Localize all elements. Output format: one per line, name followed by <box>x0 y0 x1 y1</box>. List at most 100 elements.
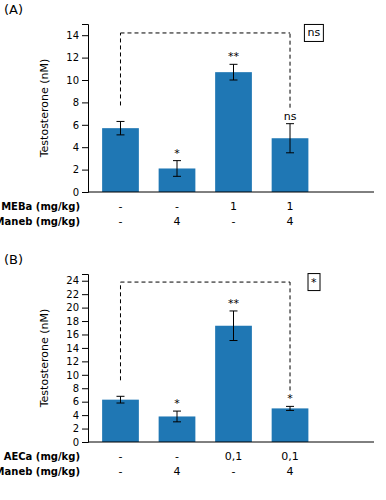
error-bar-stem <box>233 64 234 80</box>
bar <box>102 400 139 442</box>
error-bar-cap <box>116 121 124 122</box>
error-bar-cap <box>116 396 124 397</box>
y-tick-mark <box>82 35 88 36</box>
row-value: 0,1 <box>225 450 243 463</box>
y-tick: 18 <box>66 316 88 327</box>
y-tick: 6 <box>73 120 88 131</box>
error-bar-stem <box>177 161 178 177</box>
y-tick: 12 <box>66 356 88 367</box>
panel-title: (A) <box>4 2 23 17</box>
y-tick: 20 <box>66 302 88 313</box>
y-tick-label: 2 <box>73 423 79 434</box>
y-tick-label: 6 <box>73 396 79 407</box>
error-bar-cap <box>286 410 294 411</box>
y-tick-mark <box>82 170 88 171</box>
y-tick: 2 <box>73 423 88 434</box>
significance-label: * <box>174 397 180 410</box>
bracket-line <box>120 32 290 33</box>
y-tick-label: 12 <box>66 356 79 367</box>
error-bar <box>116 396 124 403</box>
bracket-label-frame <box>304 24 323 41</box>
row-value: 4 <box>287 215 294 228</box>
y-tick-mark <box>82 375 88 376</box>
y-axis-title: Testosterone (nM) <box>38 309 51 409</box>
error-bar-stem <box>120 396 121 403</box>
error-bar-stem <box>233 311 234 341</box>
bracket-label: * <box>311 276 317 289</box>
bracket-label-box: * <box>308 274 320 291</box>
row-value: 1 <box>230 200 237 213</box>
error-bar <box>116 121 124 134</box>
y-tick-mark <box>82 58 88 59</box>
row-value: - <box>175 450 179 463</box>
y-tick-mark <box>82 334 88 335</box>
significance-label: * <box>174 147 180 160</box>
row-header: AECa (mg/kg) <box>4 451 80 462</box>
marks <box>102 282 308 442</box>
y-tick-mark <box>82 294 88 295</box>
y-tick-label: 0 <box>73 187 79 198</box>
y-tick: 12 <box>66 52 88 63</box>
error-bar <box>230 64 238 80</box>
error-bar-cap <box>116 134 124 135</box>
y-tick-mark <box>82 429 88 430</box>
row-value: - <box>175 200 179 213</box>
panel: 02468101214Testosterone (nM)(A)***nsnsME… <box>0 2 374 228</box>
y-tick-label: 14 <box>66 30 79 41</box>
y-tick: 24 <box>66 275 88 286</box>
error-bar-cap <box>230 340 238 341</box>
bar <box>215 72 252 192</box>
error-bar-stem <box>290 124 291 153</box>
row-value: - <box>119 465 123 478</box>
y-tick: 22 <box>66 289 88 300</box>
bracket-leg <box>120 33 121 105</box>
chart: 02468101214Testosterone (nM)(A)***nsnsME… <box>0 0 386 500</box>
row-value: - <box>232 465 236 478</box>
y-tick-label: 20 <box>66 302 79 313</box>
y-tick: 14 <box>66 30 88 41</box>
row-value: - <box>119 450 123 463</box>
error-bar <box>173 411 181 422</box>
error-bar-cap <box>173 176 181 177</box>
row-header: Maneb (mg/kg) <box>0 466 80 477</box>
y-tick-label: 8 <box>73 97 79 108</box>
y-tick: 8 <box>73 383 88 394</box>
row-value: - <box>232 215 236 228</box>
panel: 024681012141618202224Testosterone (nM)(B… <box>0 252 374 478</box>
row-header: Maneb (mg/kg) <box>0 216 80 227</box>
y-axis-line <box>82 275 89 443</box>
y-tick-label: 14 <box>66 343 79 354</box>
error-bar-cap <box>286 406 294 407</box>
row-value: - <box>119 200 123 213</box>
y-tick: 2 <box>73 164 88 175</box>
y-tick: 0 <box>73 187 88 198</box>
y-tick-mark <box>82 192 88 193</box>
y-tick: 10 <box>66 75 88 86</box>
y-tick: 10 <box>66 370 88 381</box>
y-tick-label: 6 <box>73 120 79 131</box>
error-bar-stem <box>177 411 178 422</box>
bar <box>272 408 309 442</box>
y-tick-mark <box>82 102 88 103</box>
bracket-leg <box>120 282 121 380</box>
y-tick-mark <box>82 361 88 362</box>
y-tick-label: 24 <box>66 275 79 286</box>
error-bar-stem <box>120 121 121 134</box>
y-tick-label: 12 <box>66 52 79 63</box>
error-bar-cap <box>230 80 238 81</box>
bar <box>215 326 252 442</box>
y-axis: 02468101214 <box>66 25 88 198</box>
y-tick: 16 <box>66 329 88 340</box>
row-value: 0,1 <box>281 450 299 463</box>
y-tick-label: 10 <box>66 370 79 381</box>
significance-label: ** <box>228 297 240 310</box>
row-header: MEBa (mg/kg) <box>1 201 80 212</box>
y-tick-label: 2 <box>73 164 79 175</box>
y-tick-mark <box>82 415 88 416</box>
y-tick-mark <box>82 388 88 389</box>
error-bar-cap <box>116 403 124 404</box>
y-tick: 6 <box>73 396 88 407</box>
error-bar-cap <box>173 411 181 412</box>
bracket-line <box>120 282 290 283</box>
row-value: - <box>119 215 123 228</box>
